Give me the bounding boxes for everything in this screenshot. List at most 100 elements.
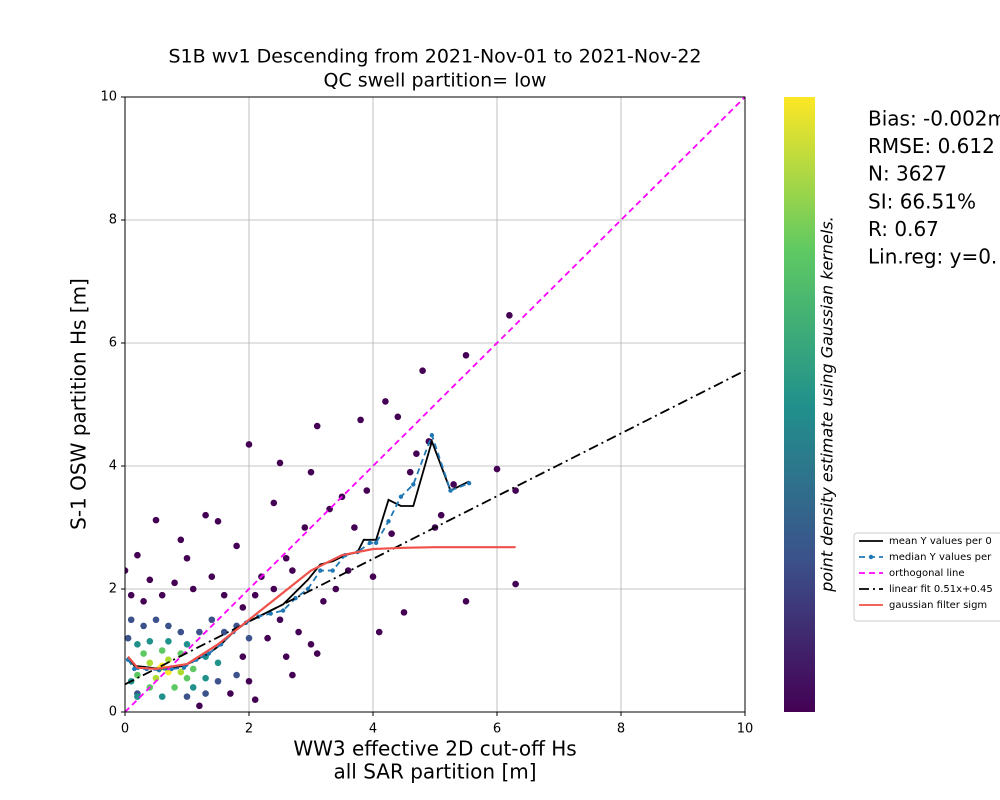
scatter-point [189,665,197,673]
scatter-point [270,585,278,593]
y-tick-label: 0 [109,705,117,720]
scatter-point [270,499,278,507]
scatter-point [196,702,203,710]
scatter-point [419,367,426,374]
scatter-point [320,598,327,605]
scatter-point [134,693,141,700]
scatter-point [183,641,191,648]
scatter-point [202,690,209,697]
series-marker [367,540,373,546]
x-tick-label: 2 [245,722,253,737]
scatter-point [245,677,253,685]
series-marker [132,666,137,672]
scatter-point [233,671,240,679]
y-tick-label: 10 [100,90,117,105]
scatter-point [506,312,513,319]
scatter-point [202,511,209,519]
series-marker [268,611,273,616]
scatter-point [282,653,290,660]
scatter-point [208,573,216,580]
legend-marker [868,554,874,560]
scatter-point [233,542,240,550]
scatter-point [127,616,135,624]
scatter-point [177,628,185,636]
scatter-point [512,580,519,588]
scatter-point [375,628,383,636]
scatter-point [171,684,178,691]
scatter-point [282,554,290,562]
scatter-point [450,481,457,488]
series-marker [373,540,379,546]
colorbar-label: point density estimate using Gaussian ke… [818,216,837,592]
scatter-point [307,641,315,648]
scatter-point [357,416,364,424]
scatter-point [332,585,340,593]
scatter-point [363,487,371,494]
scatter-point [177,668,185,676]
scatter-point [245,634,253,642]
scatter-point [146,576,154,584]
legend-label: linear fit 0.51x+0.45 [889,584,993,595]
x-axis-label: all SAR partition [m] [333,760,536,784]
scatter-point [289,567,296,574]
scatter-point [165,656,172,664]
scatter-point [208,616,216,624]
scatter-point [220,591,228,599]
series-marker [330,568,335,573]
x-tick-label: 10 [737,722,754,737]
scatter-point [214,518,222,525]
scatter-point [140,598,147,605]
scatter-point [214,677,222,685]
scatter-point [152,616,160,624]
scatter-point [125,567,129,574]
scatter-point [289,671,296,679]
scatter-point [245,441,253,448]
scatter-point [394,413,402,421]
scatter-point [493,465,501,473]
chart-title: S1B wv1 Descending from 2021-Nov-01 to 2… [168,46,701,68]
y-tick-label: 6 [109,336,117,351]
scatter-point [158,647,166,654]
series-line [127,432,470,672]
series-marker [318,568,323,573]
scatter-point [189,684,197,691]
stats-text: R: 0.67 [868,217,939,241]
legend-label: orthogonal line [889,568,965,579]
scatter-point [406,468,414,476]
scatter-point [140,622,147,630]
series-line [127,546,516,671]
scatter-point [400,609,408,616]
scatter-point [227,690,234,697]
plot-area [125,97,745,712]
scatter-point [251,696,259,703]
x-tick-label: 4 [369,722,377,737]
stats-text: N: 3627 [868,162,947,186]
scatter-point [413,450,420,458]
scatter-point [183,554,191,562]
series-marker [280,608,286,613]
series-marker [448,488,453,493]
y-tick-label: 2 [109,582,117,597]
series-marker [398,494,404,499]
scatter-point [239,604,247,611]
scatter-point [437,511,445,519]
series-marker [466,481,472,486]
scatter-point [251,591,259,599]
scatter-point [512,487,519,494]
scatter-point [276,459,284,467]
scatter-point [220,628,228,636]
scatter-point [146,637,154,645]
plot-frame [124,96,746,713]
scatter-point [264,634,271,642]
colorbar [784,97,815,712]
stats-text: Lin.reg: y=0. [868,245,997,269]
series-line [125,369,745,686]
scatter-point [307,468,315,476]
series-marker [429,433,435,438]
scatter-point [351,524,358,531]
x-axis-label: WW3 effective 2D cut-off Hs [293,737,576,761]
legend-box [853,532,1000,622]
scatter-point [165,622,172,630]
legend-label: gaussian filter sigm [889,600,987,611]
scatter-point [158,693,166,700]
